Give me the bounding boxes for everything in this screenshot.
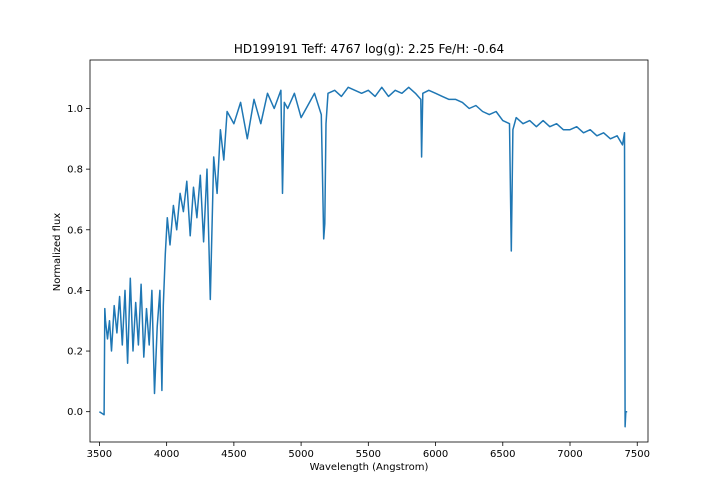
y-tick-label: 1.0 [67,104,83,115]
x-tick-label: 6000 [423,449,448,460]
y-tick-label: 0.2 [67,347,83,358]
series-line-0 [98,86,628,428]
y-tick-label: 0.4 [67,286,83,297]
x-tick-label: 7500 [625,449,650,460]
axis-ticks: 3500 4000 4500 5000 5500 6000 6500 7000 7500 0.0 0… [67,104,650,460]
y-axis-title: Normalized flux [52,213,63,292]
x-axis-title: Wavelength (Angstrom) [310,462,429,473]
chart-title: HD199191 Teff: 4767 log(g): 2.25 Fe/H: -… [234,42,504,56]
y-tick-label: 0.6 [67,225,83,236]
x-tick-label: 5500 [356,449,381,460]
plot-area [98,86,628,428]
x-tick-label: 3500 [87,449,112,460]
x-tick-label: 4500 [221,449,246,460]
y-tick-label: 0.0 [67,407,83,418]
x-tick-label: 6500 [490,449,515,460]
x-tick-label: 5000 [288,449,313,460]
x-tick-label: 7000 [557,449,582,460]
y-tick-label: 0.8 [67,165,83,176]
axes-frame [89,59,649,443]
x-tick-label: 4000 [154,449,179,460]
